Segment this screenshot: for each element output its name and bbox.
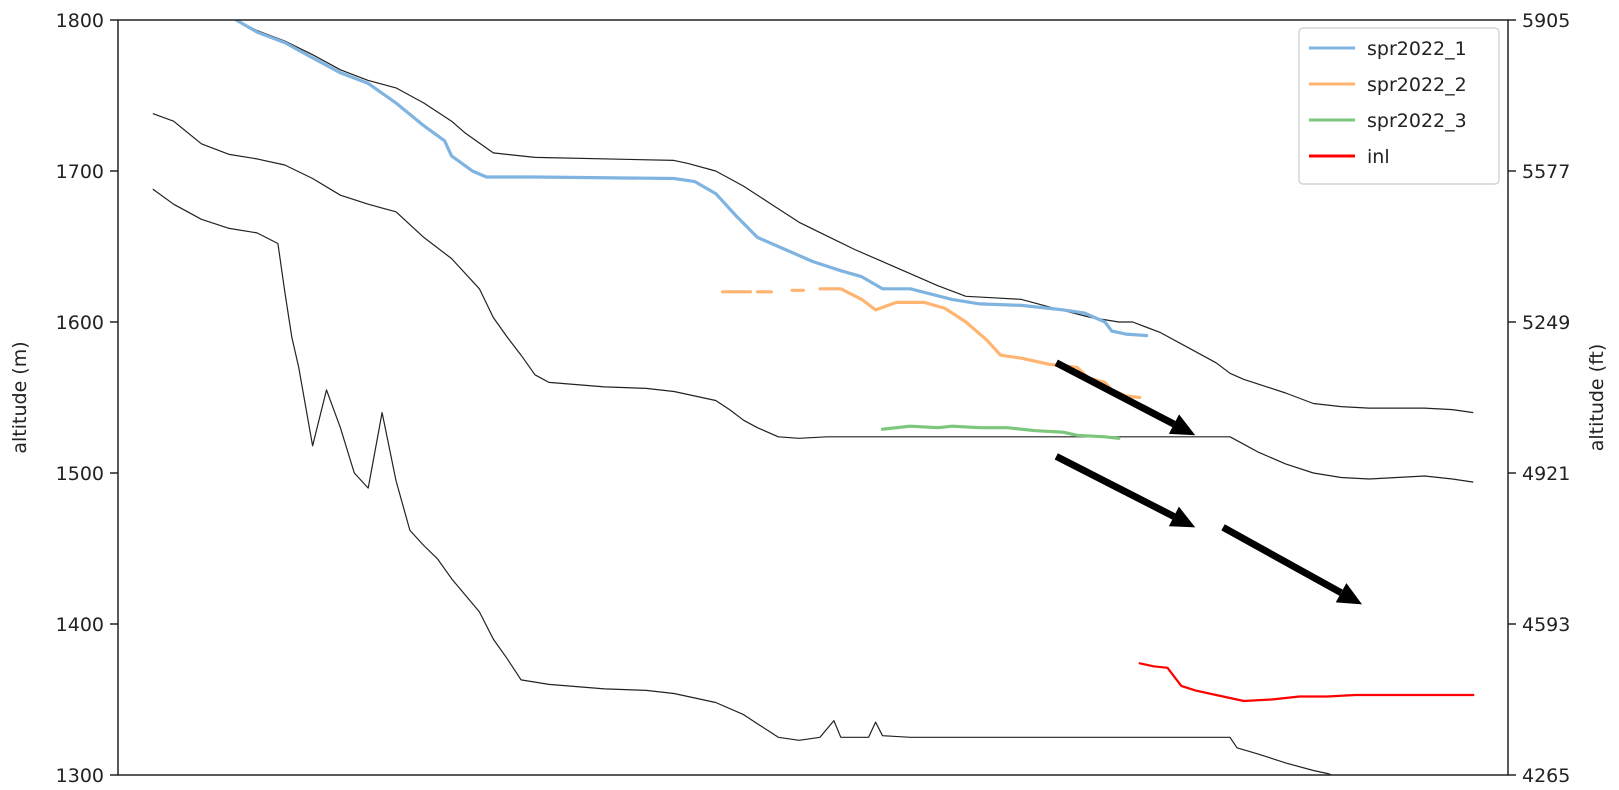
series-line-spr2022_1 [234, 20, 1149, 338]
right-y-tick-label: 4593 [1522, 614, 1570, 636]
legend-label: spr2022_2 [1367, 74, 1467, 96]
legend-label: spr2022_1 [1367, 38, 1467, 60]
right-y-tick-label: 4265 [1522, 765, 1570, 787]
y-tick-label: 1800 [56, 10, 104, 32]
legend-item-spr2022_2: spr2022_2 [1309, 74, 1467, 96]
lines-layer [152, 20, 1475, 775]
legend-label: spr2022_3 [1367, 110, 1467, 132]
series-line-inl [1138, 662, 1475, 703]
annotation-arrow-head [1168, 506, 1196, 528]
annotation-arrow-2 [1054, 453, 1196, 528]
right-y-tick-label: 4921 [1522, 463, 1570, 485]
right-y-tick-label: 5577 [1522, 161, 1570, 183]
y-tick-label: 1500 [56, 463, 104, 485]
legend-item-inl: inl [1309, 146, 1390, 168]
annotation-arrow-shaft [1054, 453, 1176, 520]
annotation-arrow-3 [1221, 524, 1363, 605]
annotation-arrow-shaft [1054, 359, 1176, 428]
annotation-arrow-head [1168, 414, 1196, 436]
right-y-tick-label: 5249 [1522, 312, 1570, 334]
right-y-tick-label: 5905 [1522, 10, 1570, 32]
annotation-arrow-head [1335, 583, 1363, 605]
arrows-layer [1054, 359, 1363, 605]
series-line-spr2022_3 [880, 424, 1121, 440]
legend-label: inl [1367, 146, 1390, 168]
legend-box [1298, 27, 1500, 185]
right-y-axis-title: altitude (ft) [1586, 344, 1608, 452]
y-tick-label: 1700 [56, 161, 104, 183]
annotation-arrow-shaft [1221, 524, 1343, 596]
series-line-spr2022_2-part-4 [818, 287, 1142, 400]
reference-profile-2 [152, 113, 1474, 483]
reference-profile-1 [235, 20, 1474, 414]
plot-frame [117, 19, 1509, 776]
reference-profile-3 [152, 188, 1332, 775]
annotation-arrow-1 [1054, 359, 1196, 436]
legend-item-spr2022_3: spr2022_3 [1309, 110, 1467, 132]
y-tick-label: 1600 [56, 312, 104, 334]
ticks-layer: 1300 1400 1500 1600 1700 1800 4265 4593 4921 5249… [56, 10, 1571, 787]
y-tick-label: 1300 [56, 765, 104, 787]
y-axis-title: altitude (m) [9, 341, 31, 453]
legend-item-spr2022_1: spr2022_1 [1309, 38, 1467, 60]
y-tick-label: 1400 [56, 614, 104, 636]
